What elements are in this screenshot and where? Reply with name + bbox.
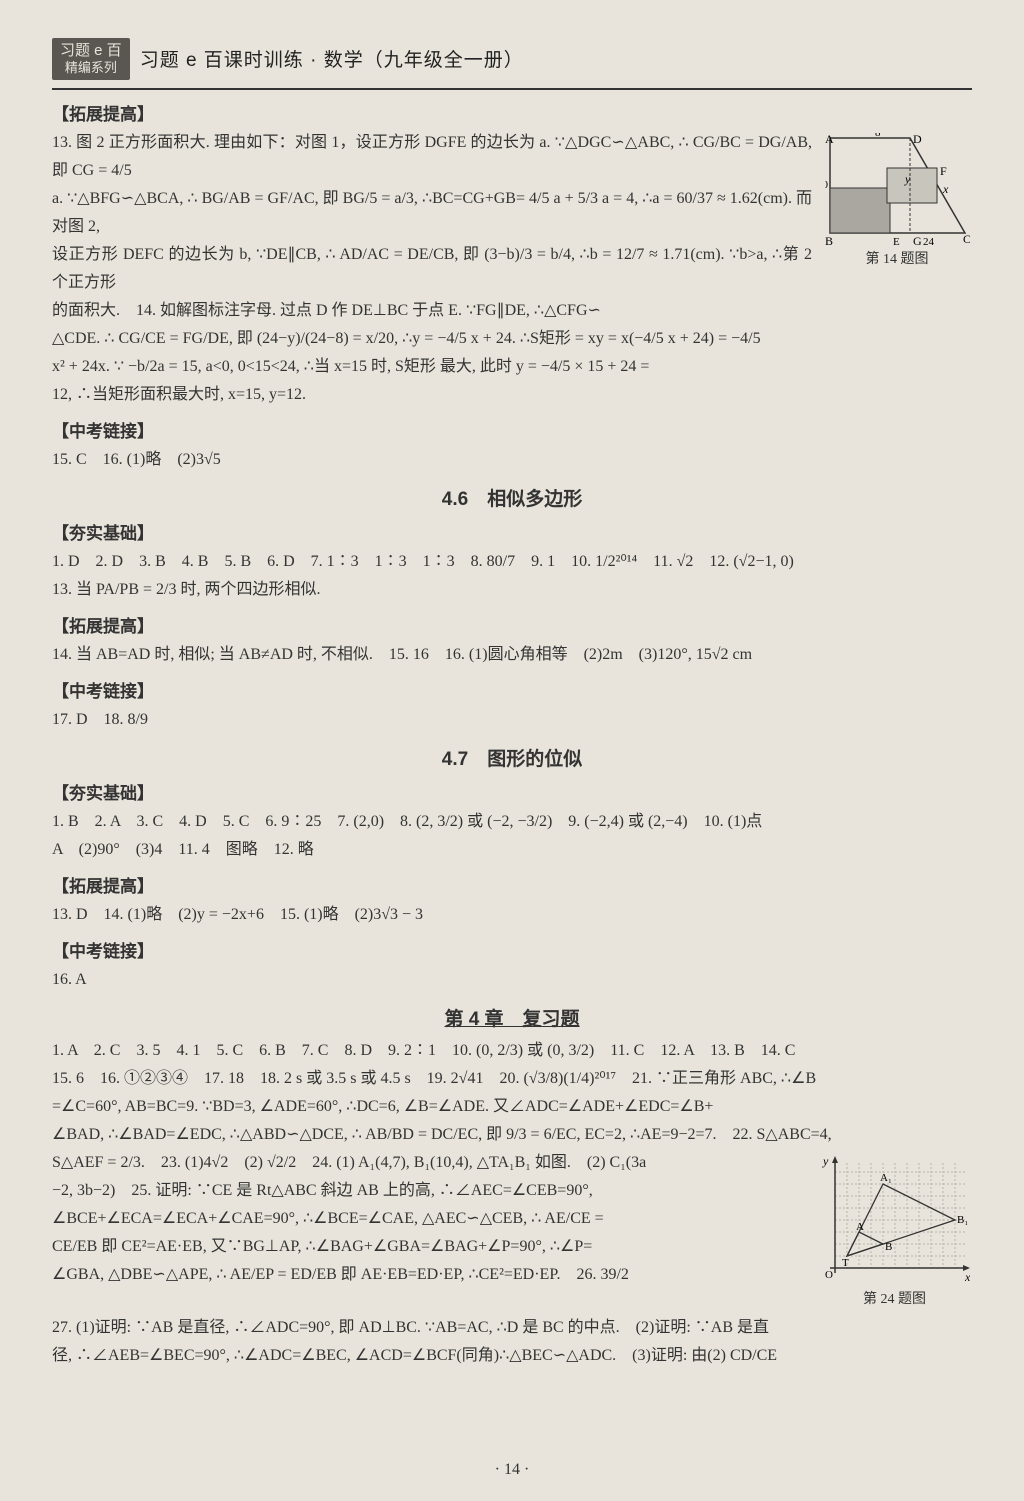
figure-14-svg: A D 8 F C G E B 20 24 x y xyxy=(825,133,970,248)
ch4-p7: 径, ∴∠AEB=∠BEC=90°, ∴∠ADC=∠BEC, ∠ACD=∠BCF… xyxy=(52,1342,972,1370)
sec47-tz: 13. D 14. (1)略 (2)y = −2x+6 15. (1)略 (2)… xyxy=(52,901,972,929)
q13-line4: 的面积大. 14. 如解图标注字母. 过点 D 作 DE⊥BC 于点 E. ∵F… xyxy=(52,297,972,325)
svg-text:E: E xyxy=(893,236,900,248)
figure-14: A D 8 F C G E B 20 24 x y 第 14 题图 xyxy=(822,133,972,268)
q14-line2: x² + 24x. ∵ −b/2a = 15, a<0, 0<15<24, ∴当… xyxy=(52,353,972,381)
sec47-p1: 1. B 2. A 3. C 4. D 5. C 6. 9∶25 7. (2,0… xyxy=(52,808,972,836)
ch4-p1: 1. A 2. C 3. 5 4. 1 5. C 6. B 7. C 8. D … xyxy=(52,1037,972,1065)
svg-text:O: O xyxy=(825,1269,833,1281)
svg-text:y: y xyxy=(822,1154,829,1168)
section-4-7-title: 4.7 图形的位似 xyxy=(52,744,972,771)
svg-text:8: 8 xyxy=(875,133,881,139)
figure-24: A₁ A B₁ B T O x y 第 24 题图 xyxy=(817,1153,972,1308)
svg-text:x: x xyxy=(964,1270,970,1283)
section-tuozhan-46: 【拓展提高】 xyxy=(52,612,972,637)
brand-box: 习题 e 百 精编系列 xyxy=(52,38,130,80)
zk1-answers: 15. C 16. (1)略 (2)3√5 xyxy=(52,446,972,474)
svg-text:20: 20 xyxy=(825,179,829,191)
ch4-p4: ∠BAD, ∴∠BAD=∠EDC, ∴△ABD∽△DCE, ∴ AB/BD = … xyxy=(52,1121,972,1149)
book-title: 习题 e 百课时训练 · 数学（九年级全一册） xyxy=(140,45,524,72)
ch4-p6: 27. (1)证明: ∵AB 是直径, ∴∠ADC=90°, 即 AD⊥BC. … xyxy=(52,1314,972,1342)
svg-text:B₁: B₁ xyxy=(957,1214,968,1226)
section-zhongkao-47: 【中考链接】 xyxy=(52,937,972,962)
svg-text:T: T xyxy=(842,1257,849,1269)
svg-text:A: A xyxy=(856,1221,864,1233)
svg-text:24: 24 xyxy=(923,236,935,248)
svg-text:A₁: A₁ xyxy=(880,1172,892,1184)
page: 习题 e 百 精编系列 习题 e 百课时训练 · 数学（九年级全一册） 【拓展提… xyxy=(0,0,1024,1501)
figure-24-caption: 第 24 题图 xyxy=(863,1292,926,1307)
chapter4-review-title: 第 4 章 复习题 xyxy=(52,1004,972,1031)
sec46-zk: 17. D 18. 8/9 xyxy=(52,706,972,734)
header: 习题 e 百 精编系列 习题 e 百课时训练 · 数学（九年级全一册） xyxy=(52,38,972,80)
svg-text:x: x xyxy=(942,182,949,196)
figure-14-caption: 第 14 题图 xyxy=(866,252,929,267)
ch4-p3: =∠C=60°, AB=BC=9. ∵BD=3, ∠ADE=60°, ∴DC=6… xyxy=(52,1093,972,1121)
figure-24-svg: A₁ A B₁ B T O x y xyxy=(820,1153,970,1283)
q14-line1: △CDE. ∴ CG/CE = FG/DE, 即 (24−y)/(24−8) =… xyxy=(52,325,972,353)
section-hangshi-46: 【夯实基础】 xyxy=(52,519,972,544)
sec46-tz: 14. 当 AB=AD 时, 相似; 当 AB≠AD 时, 不相似. 15. 1… xyxy=(52,641,972,669)
svg-text:D: D xyxy=(913,133,922,146)
sec47-p1b: A (2)90° (3)4 11. 4 图略 12. 略 xyxy=(52,836,972,864)
section-4-6-title: 4.6 相似多边形 xyxy=(52,484,972,511)
section-tuozhan-47: 【拓展提高】 xyxy=(52,872,972,897)
brand-line1: 习题 e 百 xyxy=(60,42,122,60)
svg-text:B: B xyxy=(885,1241,892,1253)
svg-text:A: A xyxy=(825,133,834,146)
svg-text:C: C xyxy=(963,232,970,246)
svg-text:F: F xyxy=(940,164,947,178)
section-hangshi-47: 【夯实基础】 xyxy=(52,779,972,804)
sec46-p13: 13. 当 PA/PB = 2/3 时, 两个四边形相似. xyxy=(52,576,972,604)
section-zhongkao-46: 【中考链接】 xyxy=(52,677,972,702)
sec47-zk: 16. A xyxy=(52,966,972,994)
svg-text:B: B xyxy=(825,234,833,248)
sec46-p1: 1. D 2. D 3. B 4. B 5. B 6. D 7. 1∶3 1∶3… xyxy=(52,548,972,576)
page-number: · 14 · xyxy=(0,1461,1024,1479)
q14-line3: 12, ∴当矩形面积最大时, x=15, y=12. xyxy=(52,381,972,409)
svg-text:y: y xyxy=(904,172,911,186)
ch4-p2: 15. 6 16. ①②③④ 17. 18 18. 2 s 或 3.5 s 或 … xyxy=(52,1065,972,1093)
section-tuozhan-1: 【拓展提高】 xyxy=(52,100,972,125)
header-divider xyxy=(52,88,972,90)
brand-line2: 精编系列 xyxy=(60,60,122,76)
section-zhongkao-1: 【中考链接】 xyxy=(52,417,972,442)
svg-text:G: G xyxy=(913,234,922,248)
